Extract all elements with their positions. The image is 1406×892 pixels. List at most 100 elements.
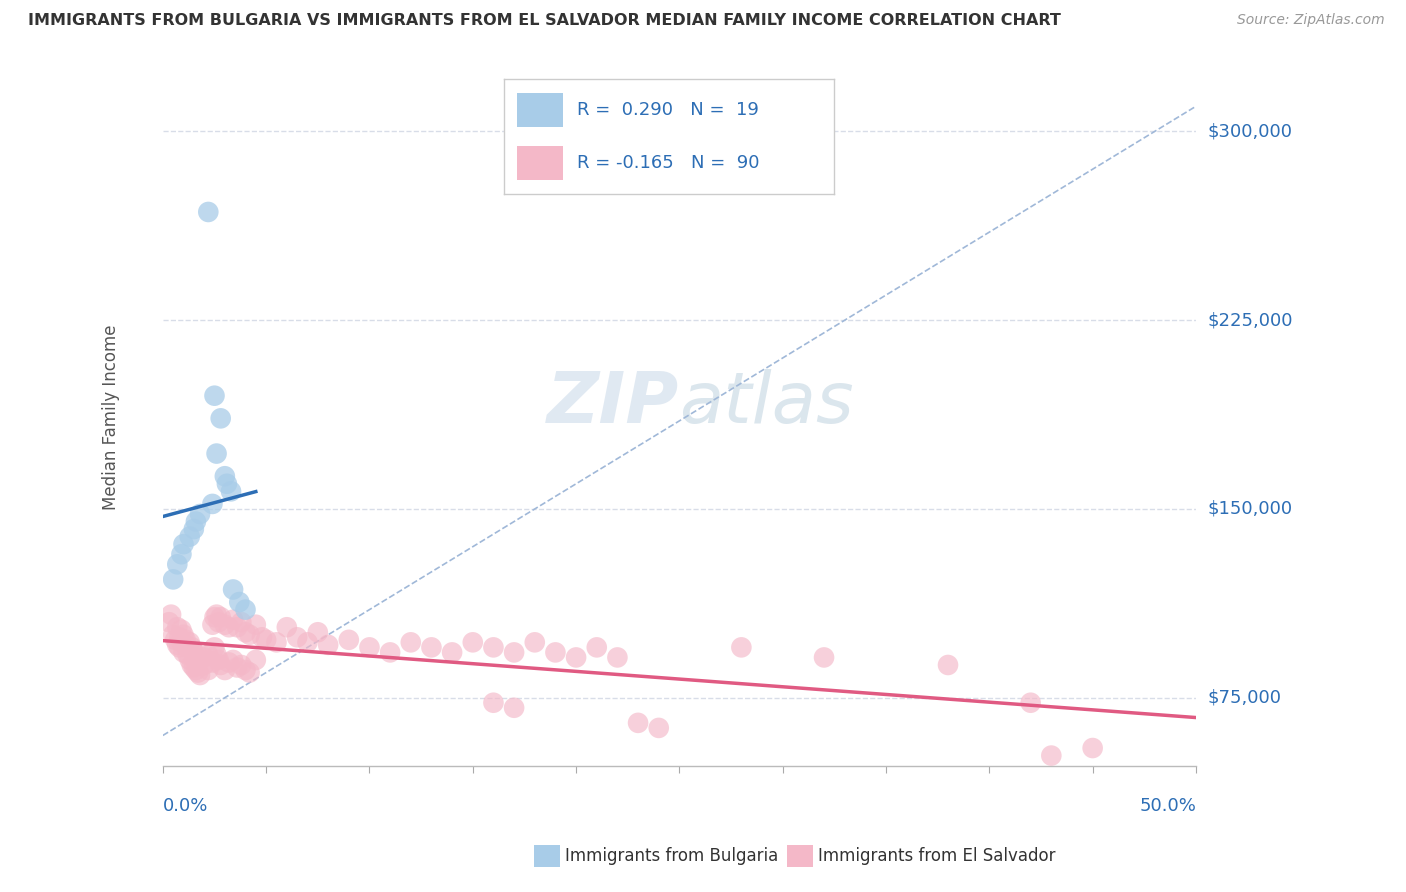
Point (214, 469, 236, 483)
Point (482, 696, 505, 710)
Point (214, 663, 236, 677)
Point (730, 640, 752, 655)
Point (214, 617, 236, 632)
Point (184, 515, 207, 529)
Point (169, 640, 191, 655)
Point (1019, 696, 1042, 710)
Text: Immigrants from El Salvador: Immigrants from El Salvador (818, 847, 1056, 865)
Point (174, 632, 197, 647)
Point (204, 610, 226, 624)
Point (188, 507, 211, 521)
Point (162, 628, 184, 642)
Point (231, 657, 253, 672)
Point (222, 582, 245, 597)
Point (1081, 741, 1104, 756)
Point (209, 411, 232, 425)
Point (209, 657, 232, 672)
Point (1040, 748, 1063, 763)
Point (316, 638, 339, 652)
Point (201, 617, 224, 632)
Text: 50.0%: 50.0% (1139, 797, 1197, 815)
Point (179, 653, 201, 667)
Point (193, 650, 215, 665)
Point (184, 650, 207, 665)
Point (197, 205, 219, 219)
Point (228, 595, 250, 609)
Point (936, 657, 959, 672)
Point (226, 620, 249, 634)
Point (245, 653, 267, 667)
Point (222, 613, 245, 627)
Point (209, 610, 232, 624)
Point (254, 632, 277, 647)
Point (193, 657, 215, 672)
Point (207, 615, 229, 630)
Point (180, 657, 202, 672)
Text: Immigrants from Bulgaria: Immigrants from Bulgaria (565, 847, 779, 865)
Text: IMMIGRANTS FROM BULGARIA VS IMMIGRANTS FROM EL SALVADOR MEDIAN FAMILY INCOME COR: IMMIGRANTS FROM BULGARIA VS IMMIGRANTS F… (28, 13, 1062, 29)
Point (337, 632, 360, 647)
Point (166, 638, 188, 652)
Point (627, 715, 650, 730)
Point (218, 656, 240, 670)
Point (307, 625, 329, 640)
Point (222, 653, 245, 667)
Point (503, 645, 526, 659)
Point (606, 650, 628, 665)
Point (166, 620, 188, 634)
Point (170, 623, 193, 637)
Text: $150,000: $150,000 (1208, 500, 1292, 518)
Point (359, 640, 381, 655)
Point (285, 630, 308, 644)
Point (162, 573, 184, 587)
Point (173, 628, 195, 642)
Point (187, 665, 209, 680)
Point (201, 497, 224, 511)
Point (176, 648, 198, 662)
Point (276, 620, 298, 634)
Point (173, 537, 195, 551)
Point (180, 640, 202, 655)
Point (170, 547, 193, 561)
Point (378, 645, 401, 659)
Point (503, 700, 526, 714)
Text: 0.0%: 0.0% (163, 797, 208, 815)
Point (231, 615, 253, 630)
Text: $300,000: $300,000 (1208, 122, 1292, 140)
Point (205, 607, 228, 622)
Point (170, 635, 193, 649)
Point (187, 648, 209, 662)
Text: Source: ZipAtlas.com: Source: ZipAtlas.com (1237, 13, 1385, 28)
Point (183, 660, 205, 674)
Point (813, 650, 835, 665)
Point (165, 632, 187, 647)
Point (183, 645, 205, 659)
Point (219, 484, 242, 499)
Point (235, 663, 257, 677)
Point (204, 640, 226, 655)
Point (585, 640, 607, 655)
Point (205, 446, 228, 460)
Point (235, 602, 257, 616)
Text: $75,000: $75,000 (1208, 689, 1281, 706)
Point (441, 645, 464, 659)
Point (239, 628, 262, 642)
Text: $225,000: $225,000 (1208, 311, 1292, 329)
Point (218, 620, 240, 634)
Point (183, 522, 205, 536)
Point (266, 635, 288, 649)
Point (169, 630, 191, 644)
Point (565, 650, 588, 665)
Point (399, 635, 422, 649)
Point (179, 530, 201, 544)
Point (188, 668, 211, 682)
Point (174, 638, 197, 652)
Point (648, 721, 671, 735)
Point (204, 389, 226, 403)
Text: atlas: atlas (679, 368, 853, 438)
Point (184, 663, 207, 677)
Point (250, 630, 273, 644)
Point (157, 615, 180, 630)
Point (188, 653, 211, 667)
Point (544, 645, 567, 659)
